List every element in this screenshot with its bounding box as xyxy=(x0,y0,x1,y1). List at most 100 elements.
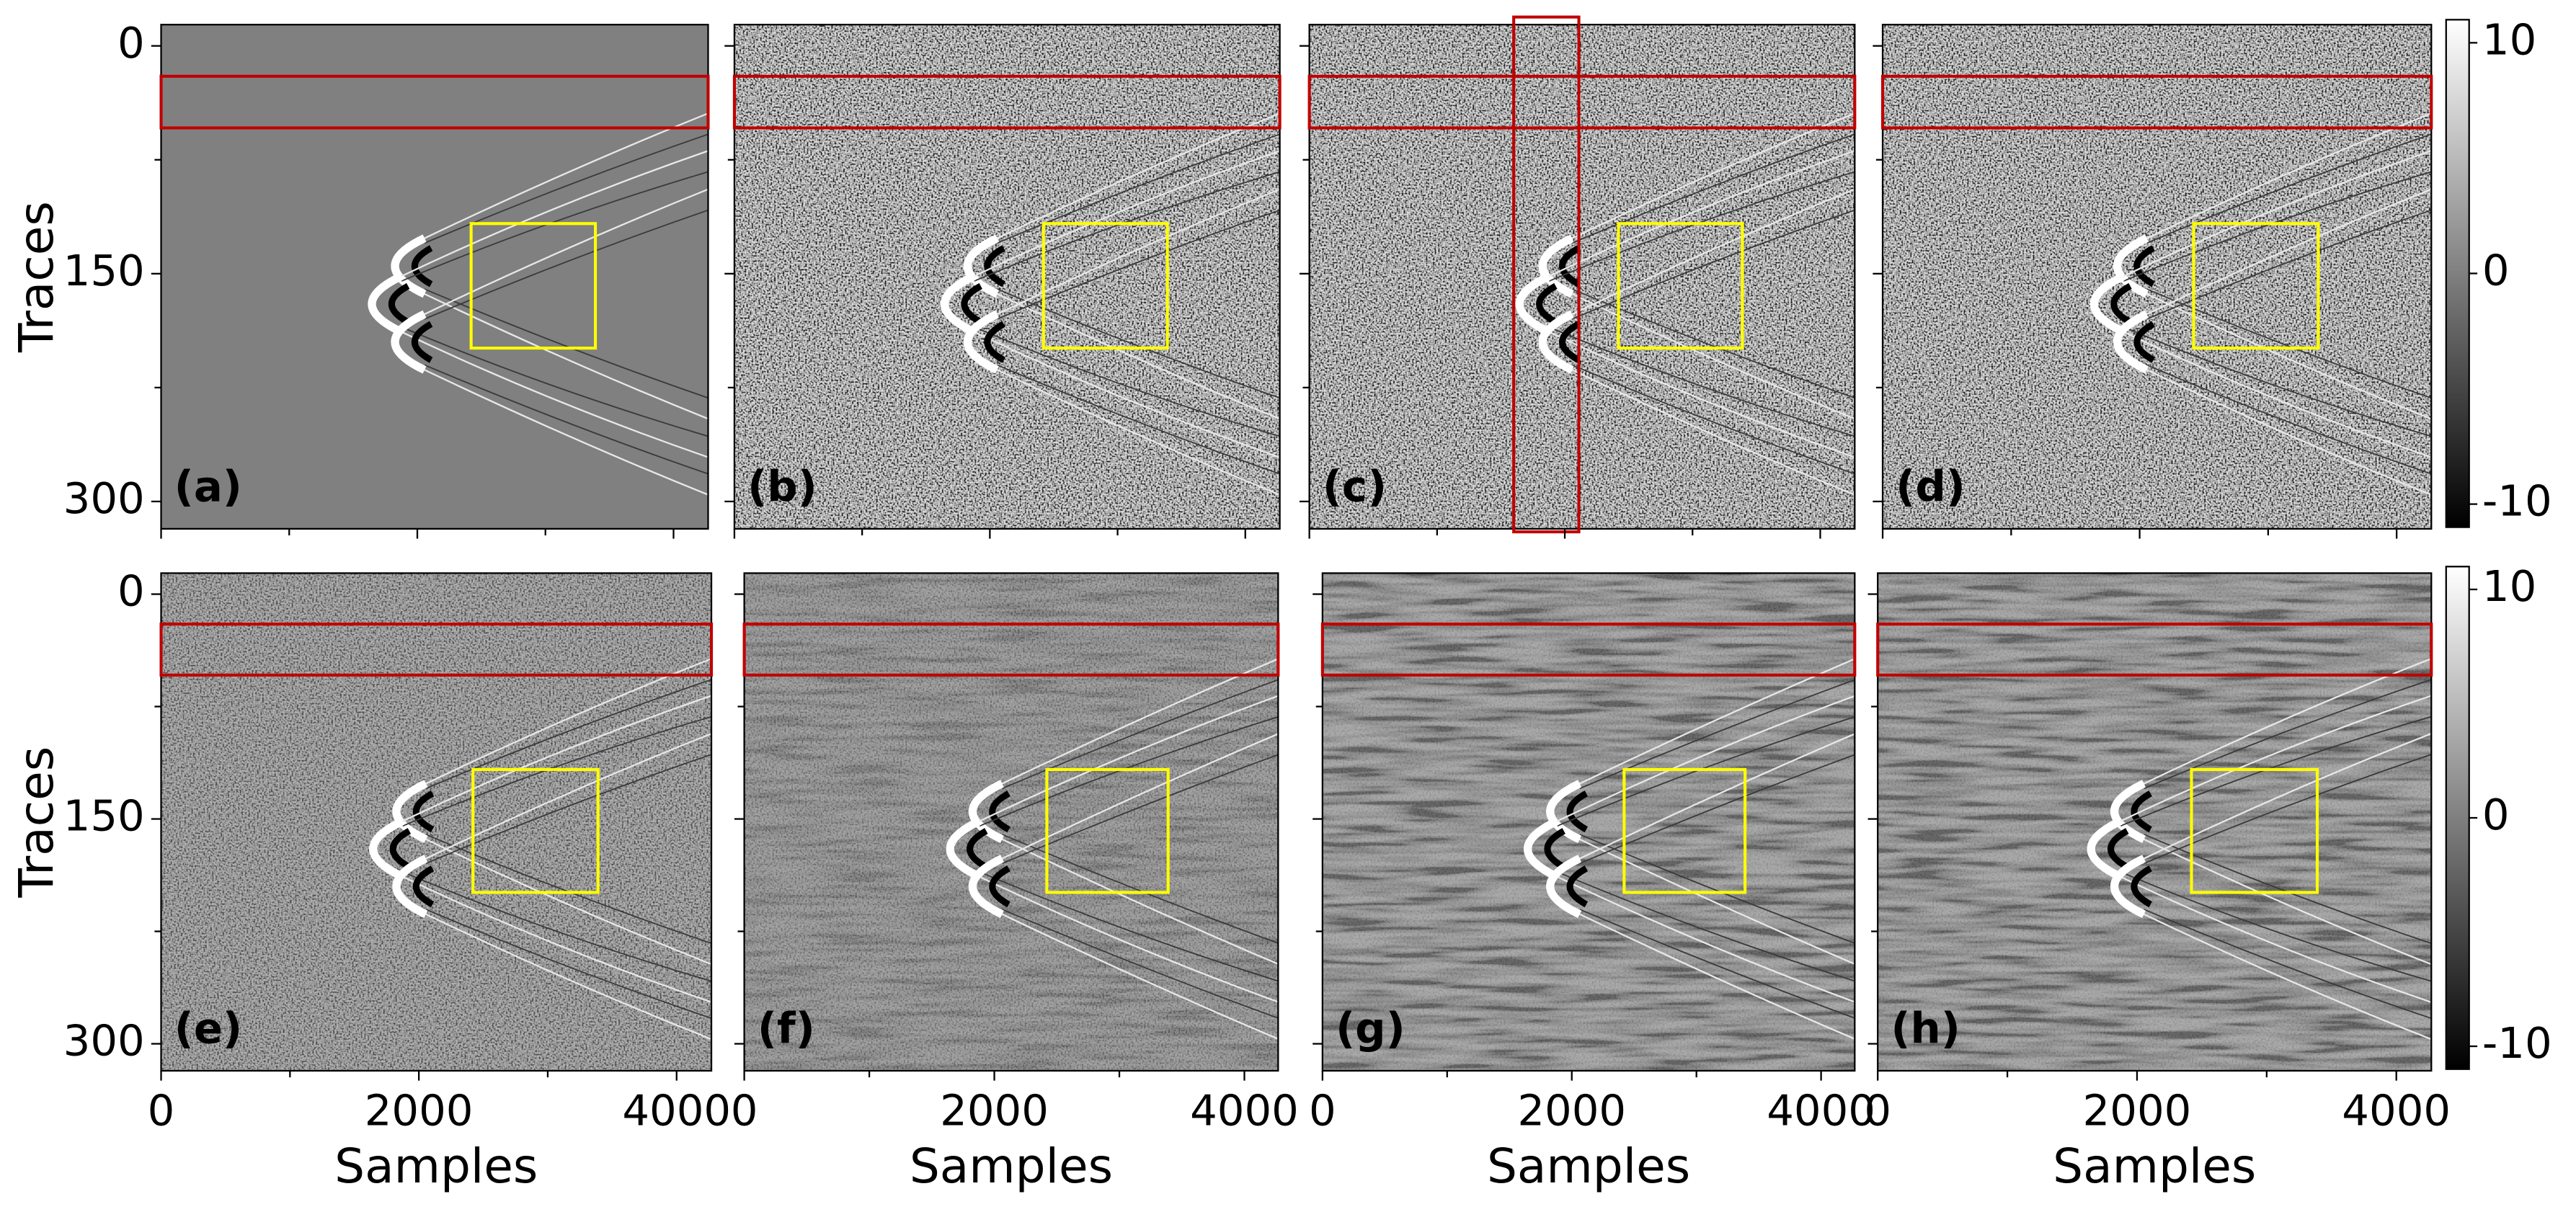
noise xyxy=(1309,24,1855,529)
y-tick-label: 0 xyxy=(117,566,145,616)
colorbar-tick-label: 10 xyxy=(2482,561,2536,611)
colorbar-tick-label: 10 xyxy=(2482,14,2536,64)
x-axis-label: Samples xyxy=(1487,1139,1690,1194)
event-tail xyxy=(1568,188,1855,317)
event-dark xyxy=(984,245,1005,288)
event-dark xyxy=(1536,282,1558,326)
event-tail xyxy=(998,837,1279,966)
event-tail xyxy=(1545,150,1855,279)
y-tick-label: 150 xyxy=(63,791,145,841)
event-dark xyxy=(411,321,433,363)
event-tail xyxy=(2143,188,2432,317)
event-tail xyxy=(425,909,712,1020)
panel xyxy=(734,24,1280,529)
x-axis-label: Samples xyxy=(910,1139,1113,1194)
event-tail xyxy=(2140,732,2432,861)
event-tail xyxy=(979,716,1279,827)
panel-label: (f) xyxy=(758,1003,815,1053)
event-tail xyxy=(970,150,1280,279)
event-bright xyxy=(1524,817,1560,881)
event-tail xyxy=(1557,716,1855,827)
annotation-box xyxy=(159,623,714,677)
panel xyxy=(1878,573,2432,1071)
event-bright xyxy=(2089,272,2126,336)
event-dark xyxy=(1559,321,1581,363)
event-bright xyxy=(968,855,1004,919)
x-tick-label: 0 xyxy=(731,1085,758,1135)
event-bright xyxy=(2113,310,2149,374)
panel-label: (a) xyxy=(174,461,242,511)
event-tail xyxy=(2146,209,2432,320)
event-bright xyxy=(391,310,427,374)
panel-label: (c) xyxy=(1323,461,1387,511)
annotation-box xyxy=(1617,222,1744,350)
event-tail xyxy=(2143,367,2432,496)
y-tick-label: 300 xyxy=(63,1016,145,1066)
frame xyxy=(1321,572,1856,1072)
frame xyxy=(1877,572,2433,1072)
panel xyxy=(1322,573,1855,1071)
event-dark xyxy=(1559,245,1581,288)
event-tail xyxy=(2123,326,2432,437)
event-dark xyxy=(961,282,982,326)
event-bright xyxy=(1538,310,1574,374)
event-tail xyxy=(420,188,709,317)
x-tick-label: 4000 xyxy=(622,1085,731,1135)
image-background xyxy=(161,24,709,529)
event-tail xyxy=(993,367,1280,496)
x-axis-label: Samples xyxy=(2053,1139,2256,1194)
event-tail xyxy=(1548,171,1855,282)
y-tick-label: 0 xyxy=(117,18,145,68)
annotation-box xyxy=(1320,623,1857,677)
event-bright xyxy=(2113,234,2149,298)
event-bright xyxy=(964,234,999,298)
event-dark xyxy=(2108,828,2129,870)
streaks xyxy=(1322,573,1855,1071)
x-tick-label: 4000 xyxy=(1190,1085,1299,1135)
event-bright xyxy=(1515,272,1551,336)
event-tail xyxy=(2143,112,2432,241)
event-tail xyxy=(1579,754,1855,865)
event-tail xyxy=(422,837,712,966)
event-tail xyxy=(402,871,712,982)
event-tail xyxy=(993,291,1280,420)
event-tail xyxy=(2117,695,2432,824)
event-tail xyxy=(1579,679,1855,790)
event-tail xyxy=(2120,871,2432,982)
annotation-box xyxy=(1045,767,1170,894)
event-dark xyxy=(411,245,433,288)
event-tail xyxy=(424,364,709,475)
annotation-box xyxy=(742,623,1280,677)
annotation-box xyxy=(1876,623,2433,677)
annotation-box xyxy=(471,767,600,894)
event-tail xyxy=(397,329,709,458)
event-tail xyxy=(1553,874,1855,1003)
event-dark xyxy=(984,321,1005,363)
event-tail xyxy=(399,695,712,824)
event-tail xyxy=(2120,716,2432,827)
annotation-box xyxy=(469,222,598,350)
event-tail xyxy=(1571,133,1855,244)
event-tail xyxy=(1576,912,1855,1041)
event-tail xyxy=(424,209,709,320)
event-tail xyxy=(2146,364,2432,475)
event-bright xyxy=(392,855,428,919)
event-tail xyxy=(998,733,1279,861)
y-axis-label: Traces xyxy=(9,747,64,899)
panel xyxy=(161,573,712,1071)
event-tail xyxy=(993,188,1280,317)
frame xyxy=(733,24,1281,530)
annotation-box xyxy=(1041,222,1169,350)
event-tail xyxy=(422,657,712,786)
event-tail xyxy=(974,171,1280,282)
event-tail xyxy=(974,326,1280,437)
noise xyxy=(1883,24,2432,529)
event-tail xyxy=(1576,837,1855,966)
event-tail xyxy=(425,679,712,790)
x-tick-label: 0 xyxy=(1309,1085,1336,1135)
x-tick-label: 2000 xyxy=(1517,1085,1626,1135)
event-tail xyxy=(2117,874,2432,1004)
streaks xyxy=(1878,573,2432,1071)
streaks xyxy=(744,573,1279,1071)
